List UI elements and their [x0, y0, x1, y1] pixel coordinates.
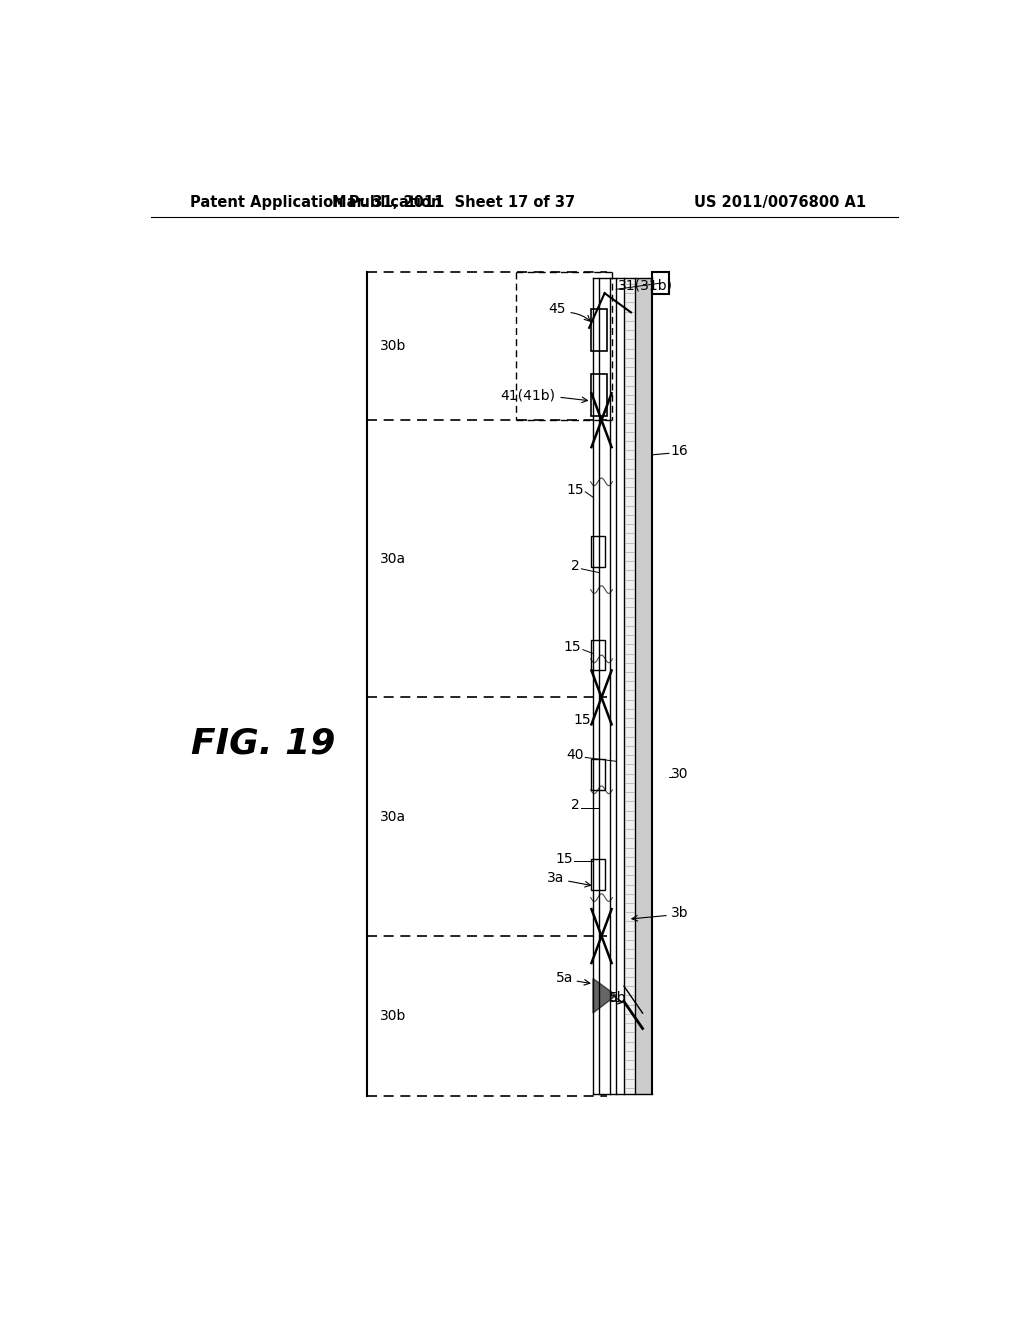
Bar — [592, 309, 607, 351]
Text: 2: 2 — [571, 799, 580, 812]
Bar — [592, 859, 605, 890]
Bar — [652, 272, 669, 294]
Bar — [616, 277, 624, 1094]
Text: 30a: 30a — [380, 809, 406, 824]
Text: 15: 15 — [564, 640, 582, 655]
Text: 31(31b): 31(31b) — [617, 279, 673, 293]
Text: 2: 2 — [571, 560, 580, 573]
Bar — [624, 277, 635, 1094]
Text: 45: 45 — [549, 302, 566, 317]
Text: Mar. 31, 2011  Sheet 17 of 37: Mar. 31, 2011 Sheet 17 of 37 — [332, 195, 575, 210]
Text: 30a: 30a — [380, 552, 406, 566]
Bar — [635, 277, 652, 1094]
Bar — [592, 640, 605, 671]
Text: 41(41b): 41(41b) — [501, 388, 556, 403]
Text: 5a: 5a — [555, 972, 572, 986]
Text: FIG. 19: FIG. 19 — [191, 726, 336, 760]
Text: 3b: 3b — [671, 906, 688, 920]
Text: 30b: 30b — [380, 1010, 407, 1023]
Bar — [610, 277, 616, 1094]
Text: 16: 16 — [671, 444, 688, 458]
Bar — [592, 536, 605, 566]
Text: 15: 15 — [573, 714, 592, 727]
Text: 40: 40 — [566, 748, 584, 762]
Text: 15: 15 — [555, 853, 572, 866]
Text: 15: 15 — [566, 483, 584, 496]
Text: 5b: 5b — [608, 991, 626, 1005]
Text: Patent Application Publication: Patent Application Publication — [190, 195, 441, 210]
Text: 30b: 30b — [380, 339, 407, 354]
Text: 3a: 3a — [547, 871, 564, 886]
Polygon shape — [593, 978, 616, 1014]
Text: 30: 30 — [671, 767, 688, 781]
Text: US 2011/0076800 A1: US 2011/0076800 A1 — [693, 195, 866, 210]
Bar — [592, 374, 607, 416]
Bar — [593, 277, 599, 1094]
Bar — [592, 759, 605, 789]
Bar — [599, 277, 610, 1094]
